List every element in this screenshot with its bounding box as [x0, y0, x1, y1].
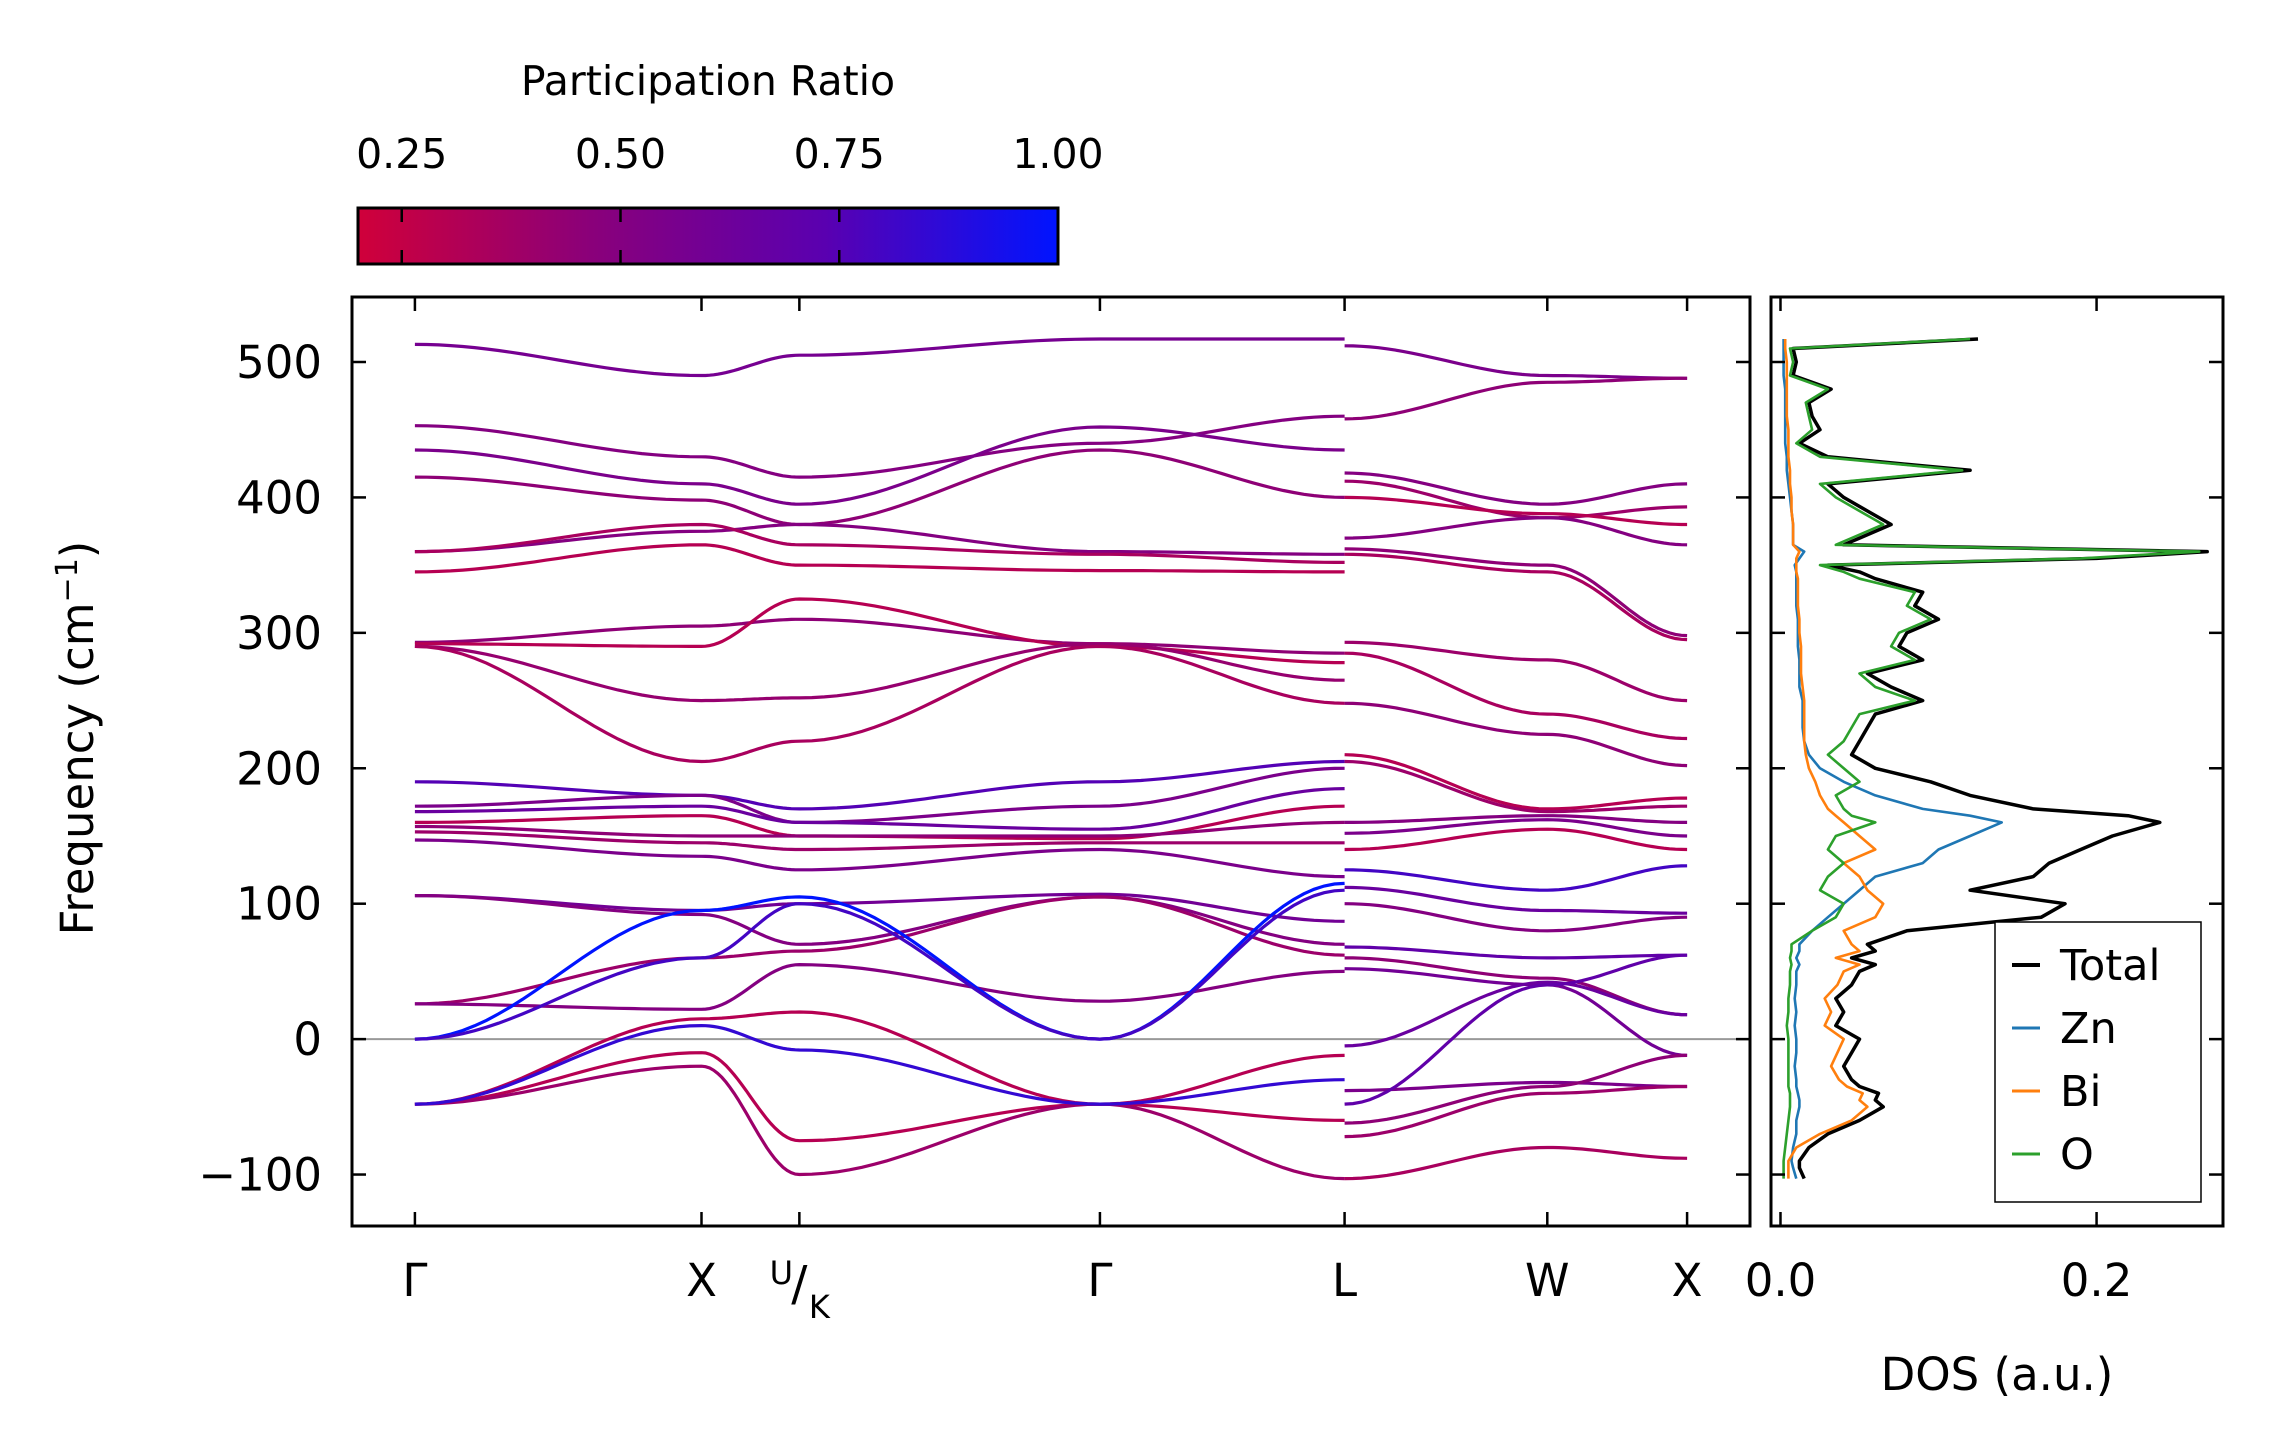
phonon-band	[1344, 552, 1688, 642]
colorbar-tick-label: 0.50	[575, 130, 666, 178]
band-y-tick-label: −100	[198, 1149, 322, 1202]
phonon-band	[1344, 1084, 1688, 1139]
legend-label-total: Total	[2059, 941, 2160, 991]
band-x-tick-label: Γ	[1087, 1254, 1112, 1307]
legend-items: Total Zn Bi O	[2012, 941, 2160, 1180]
phonon-band	[1344, 376, 1688, 421]
band-y-ticks: −100 0 100 200 300 400 500	[198, 336, 1750, 1202]
phonon-band	[414, 820, 1345, 838]
colorbar-tick-label: 0.75	[794, 130, 885, 178]
colorbar-ticks: 0.25 0.50 0.75 1.00	[356, 130, 1104, 264]
phonon-band	[414, 895, 1345, 1006]
phonon-band	[414, 838, 1345, 879]
phonon-band	[414, 522, 1345, 564]
dos-x-ticks: 0.0 0.2	[1745, 297, 2133, 1307]
phonon-band	[1344, 980, 1688, 1048]
special-label-top: U	[770, 1254, 793, 1292]
phonon-band	[1344, 864, 1688, 892]
band-lines	[414, 337, 1688, 1181]
phonon-band	[1344, 1080, 1688, 1093]
phonon-band	[1344, 827, 1688, 852]
band-x-tick-label: W	[1525, 1254, 1570, 1307]
phonon-band	[414, 1023, 1345, 1106]
band-y-tick-label: 200	[236, 742, 322, 795]
phonon-band	[1344, 759, 1688, 814]
phonon-band	[414, 414, 1345, 479]
dos-curve-bi	[1783, 339, 1885, 1179]
phonon-band	[1344, 495, 1688, 527]
band-axes-frame	[350, 295, 1752, 1228]
colorbar-title: Participation Ratio	[521, 57, 895, 105]
colorbar: Participation Ratio 0.25 0.50 0.75 1.00	[356, 57, 1104, 266]
colorbar-bar	[356, 206, 1060, 266]
band-y-tick-label: 500	[236, 336, 322, 389]
phonon-band	[1344, 818, 1688, 838]
dos-axes-frame	[1769, 295, 2225, 1228]
phonon-band	[414, 543, 1345, 574]
phonon-band	[1344, 640, 1688, 703]
phonon-band	[414, 644, 1345, 764]
phonon-band	[414, 597, 1345, 665]
dos-y-ticks	[1771, 360, 2223, 1176]
dos-panel: 0.0 0.2 DOS (a.u.) Total Zn Bi O	[1745, 295, 2225, 1401]
dos-legend: Total Zn Bi O	[1994, 921, 2202, 1203]
phonon-band	[1344, 344, 1688, 380]
phonon-band	[414, 894, 1345, 946]
phonon-band	[1344, 953, 1688, 1106]
legend-label-o: O	[2060, 1130, 2094, 1180]
special-point-label-u-k: U / K	[770, 1254, 831, 1326]
phonon-band	[1344, 945, 1688, 960]
dos-curve-total	[1791, 337, 2209, 1180]
phonon-band	[414, 522, 1345, 556]
phonon-band	[1344, 1053, 1688, 1125]
phonon-band	[1344, 753, 1688, 811]
band-y-tick-label: 300	[236, 607, 322, 660]
phonon-band	[414, 1010, 1345, 1106]
band-x-tick-label: X	[1672, 1254, 1703, 1307]
phonon-band	[1344, 902, 1688, 933]
dos-lines	[1782, 337, 2209, 1180]
dos-curve-o	[1782, 337, 2201, 1179]
phonon-band	[1344, 471, 1688, 506]
dos-curve-zn	[1782, 339, 2003, 1179]
dos-x-tick-label: 0.2	[2061, 1254, 2133, 1307]
phonon-band	[414, 759, 1345, 811]
phonon-band	[414, 787, 1345, 831]
dos-x-tick-label: 0.0	[1745, 1254, 1817, 1307]
phonon-band	[414, 425, 1345, 506]
band-x-tick-label: X	[686, 1254, 717, 1307]
phonon-band	[414, 962, 1345, 1011]
phonon-band	[1344, 516, 1688, 547]
phonon-band	[1344, 1145, 1688, 1181]
phonon-band	[1344, 547, 1688, 638]
band-structure-panel: −100 0 100 200 300 400 500 Γ X Γ L W X Frequency (c…	[50, 295, 1752, 1326]
legend-label-bi: Bi	[2060, 1067, 2101, 1117]
band-y-tick-label: 100	[236, 878, 322, 931]
phonon-band	[414, 1064, 1345, 1181]
special-label-bottom: K	[809, 1288, 831, 1326]
colorbar-tick-label: 0.25	[356, 130, 447, 178]
phonon-band	[414, 337, 1345, 378]
phonon-band	[414, 617, 1345, 655]
phonon-band	[414, 830, 1345, 852]
phonon-band	[1344, 651, 1688, 741]
legend-label-zn: Zn	[2060, 1004, 2117, 1054]
band-y-axis-label: Frequency (cm−1)	[50, 541, 104, 936]
phonon-band	[1344, 701, 1688, 768]
phonon-band	[414, 642, 1345, 703]
phonon-band	[1344, 885, 1688, 915]
dos-x-axis-label: DOS (a.u.)	[1881, 1348, 2114, 1401]
special-label-slash: /	[791, 1256, 808, 1312]
band-x-tick-label: Γ	[402, 1254, 427, 1307]
phonon-band	[1344, 814, 1688, 824]
band-y-tick-label: 0	[293, 1013, 322, 1066]
phonon-band	[414, 888, 1345, 1041]
phonon-band	[414, 1051, 1345, 1143]
colorbar-tick-label: 1.00	[1012, 130, 1103, 178]
band-y-tick-label: 400	[236, 471, 322, 524]
band-x-tick-label: L	[1332, 1254, 1357, 1307]
